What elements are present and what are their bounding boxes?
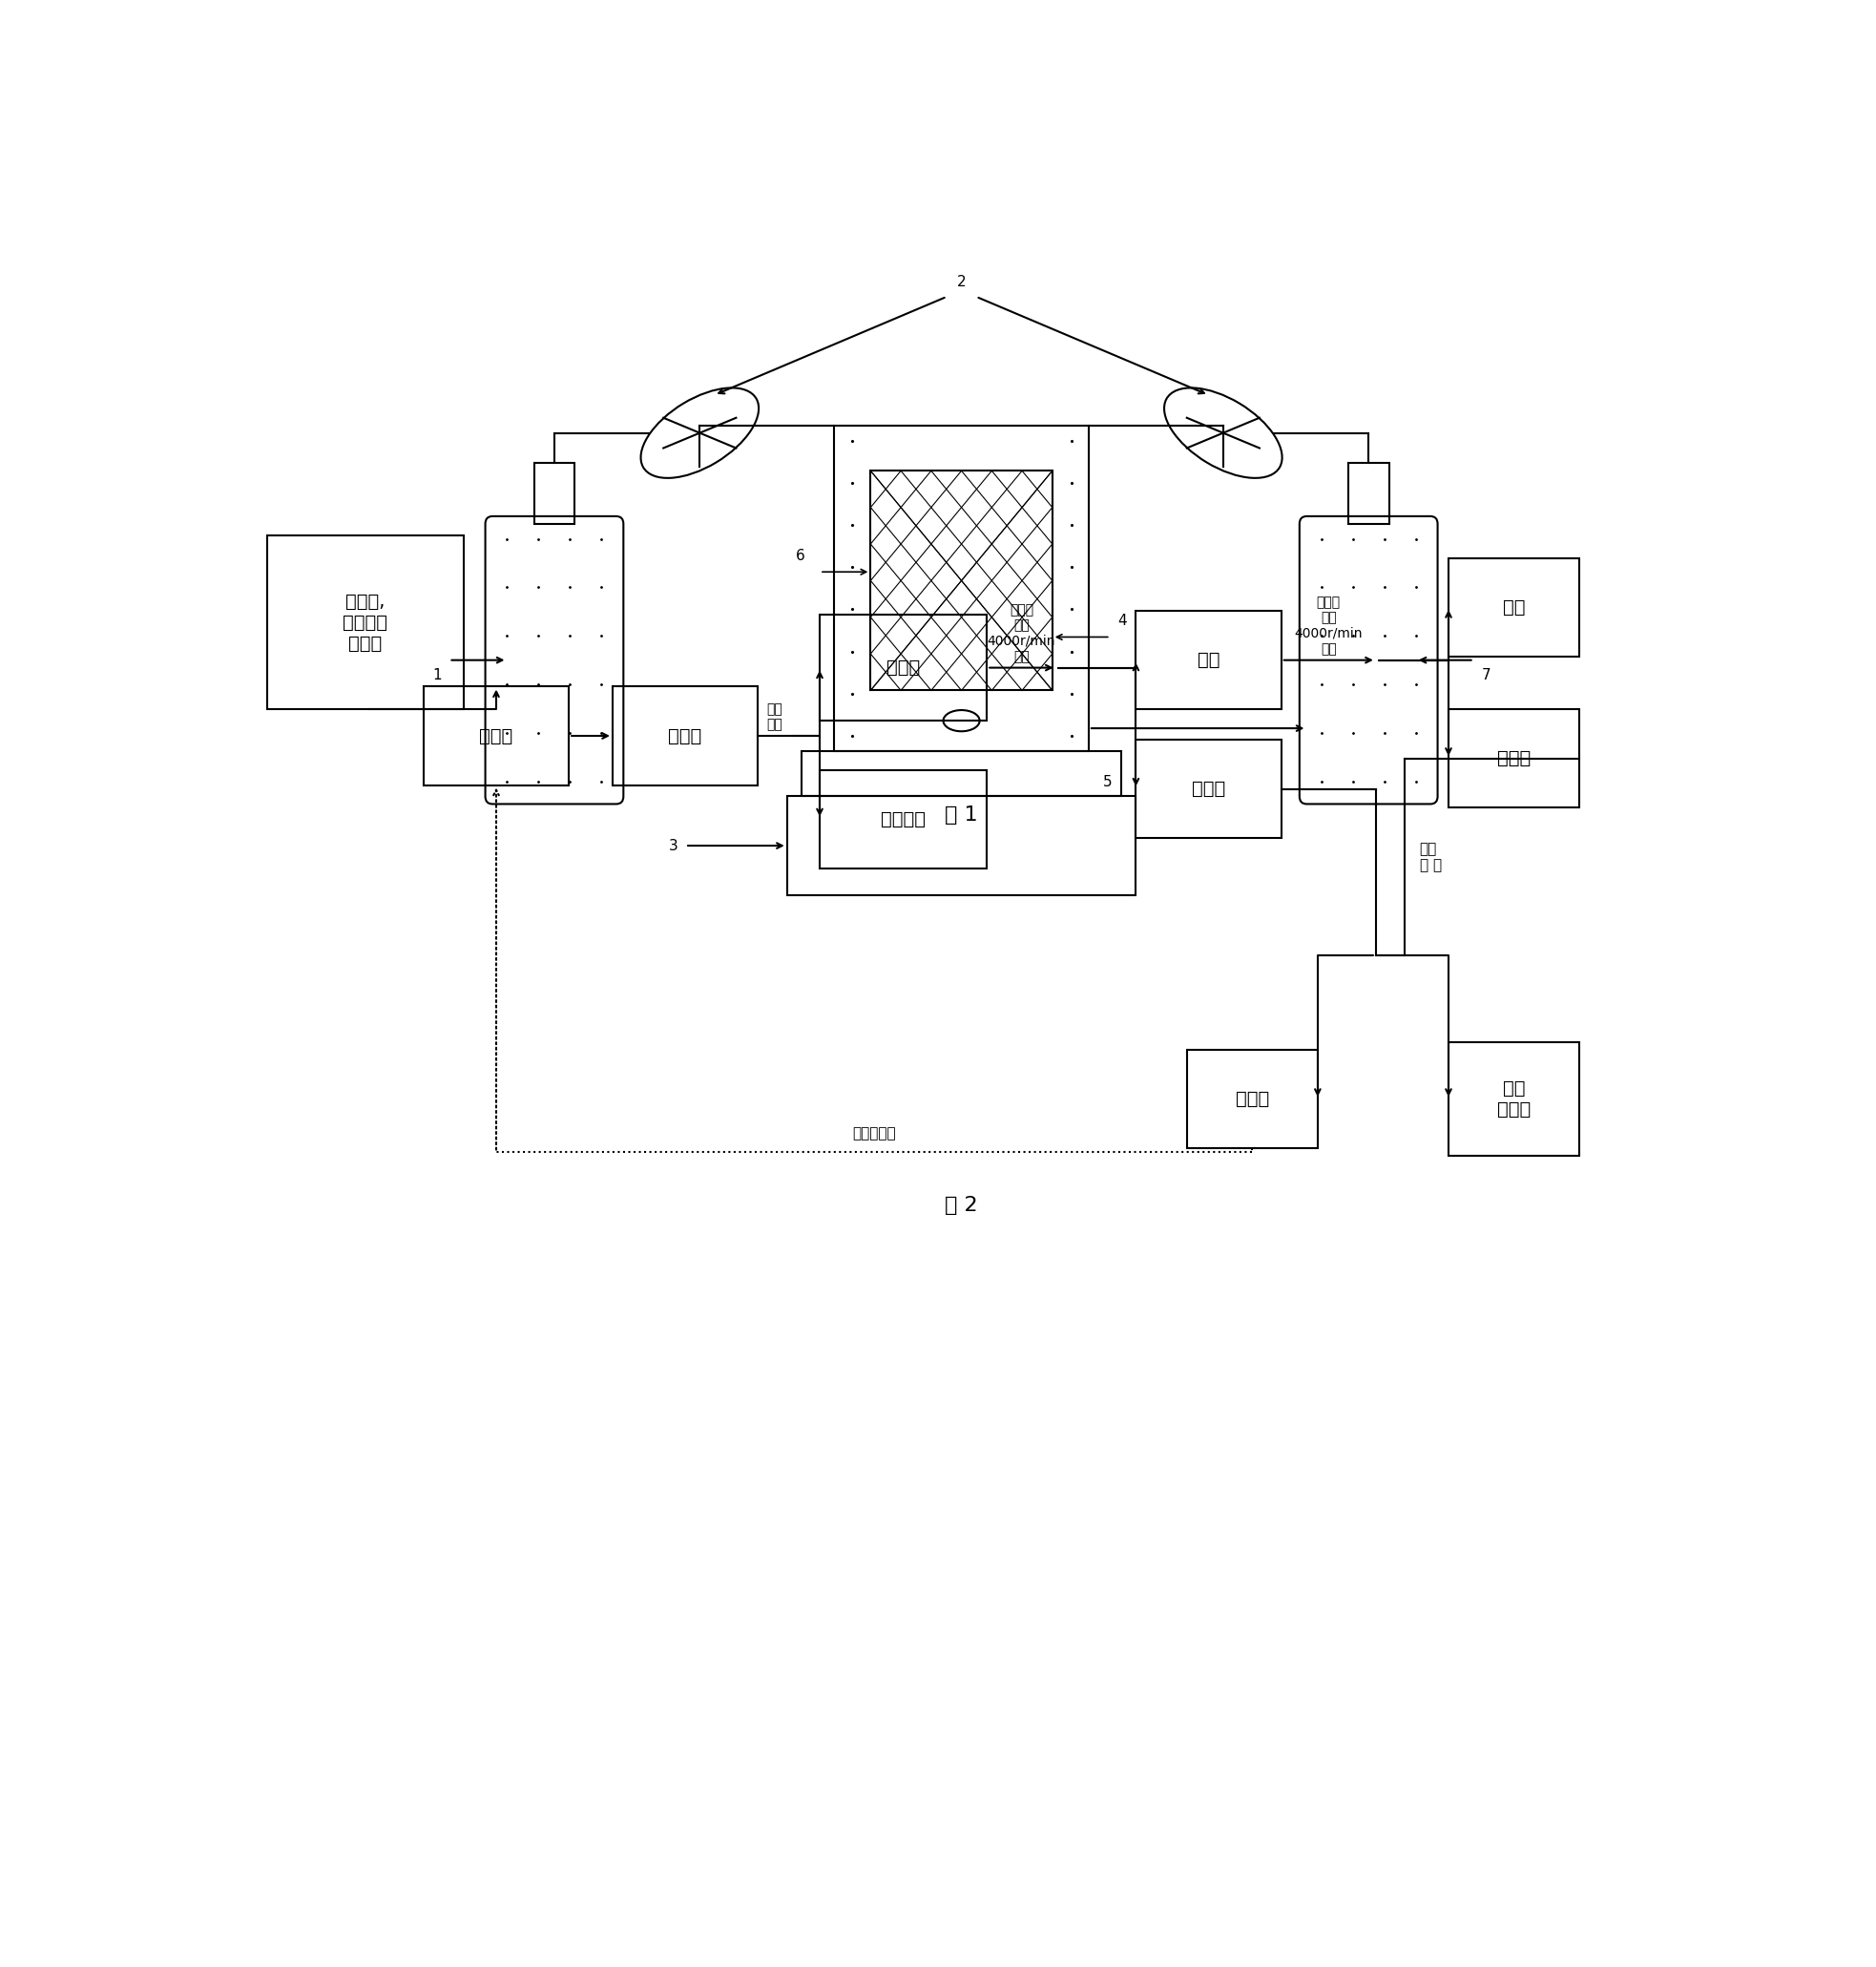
Text: 4: 4: [1118, 614, 1127, 627]
Text: 产物: 产物: [1503, 598, 1525, 616]
Text: 7: 7: [1482, 667, 1490, 683]
Bar: [424, 686, 568, 785]
Text: 减蒸
压 缩: 减蒸 压 缩: [1420, 842, 1441, 873]
Text: 1: 1: [433, 667, 441, 683]
Text: 减压
蒸馏: 减压 蒸馏: [765, 702, 782, 732]
Text: 图 1: 图 1: [946, 805, 977, 824]
Bar: [835, 425, 1088, 751]
Bar: [1448, 559, 1580, 657]
Bar: [1349, 462, 1388, 523]
Text: 正己烷
洗涤
4000r/min
离心: 正己烷 洗涤 4000r/min 离心: [1294, 596, 1362, 655]
Text: 图 2: 图 2: [946, 1196, 977, 1216]
Text: 回收再利用: 回收再利用: [852, 1125, 897, 1141]
Bar: [266, 535, 463, 710]
Bar: [870, 470, 1052, 690]
Text: 反应器: 反应器: [480, 726, 512, 745]
Text: 上清液: 上清液: [1497, 749, 1531, 767]
Bar: [1188, 1050, 1317, 1149]
Text: 沉淀: 沉淀: [1197, 651, 1219, 669]
Text: 正己烷
洗涤
4000r/min
离心: 正己烷 洗涤 4000r/min 离心: [987, 604, 1056, 663]
Bar: [820, 614, 987, 720]
Bar: [535, 462, 574, 523]
Bar: [788, 797, 1137, 895]
Text: 5: 5: [1103, 775, 1112, 789]
Text: 3: 3: [668, 838, 677, 854]
Bar: [1137, 612, 1281, 710]
Text: 6: 6: [795, 549, 805, 563]
Bar: [820, 769, 987, 867]
Bar: [801, 751, 1122, 797]
Text: 浓缩物: 浓缩物: [887, 659, 919, 677]
Bar: [613, 686, 758, 785]
Bar: [1448, 710, 1580, 808]
Text: 反应液: 反应液: [668, 726, 702, 745]
Bar: [1137, 740, 1281, 838]
Bar: [1448, 1043, 1580, 1157]
Text: 月桂酸: 月桂酸: [1236, 1090, 1268, 1109]
Text: 2: 2: [957, 275, 966, 289]
Text: 回收丙酮: 回收丙酮: [882, 810, 925, 828]
Text: 回收
正己烷: 回收 正己烷: [1497, 1080, 1531, 1119]
Text: 麦芽糖,
月桂酸丙
酮溶液: 麦芽糖, 月桂酸丙 酮溶液: [343, 592, 388, 653]
Text: 上清液: 上清液: [1191, 779, 1225, 799]
